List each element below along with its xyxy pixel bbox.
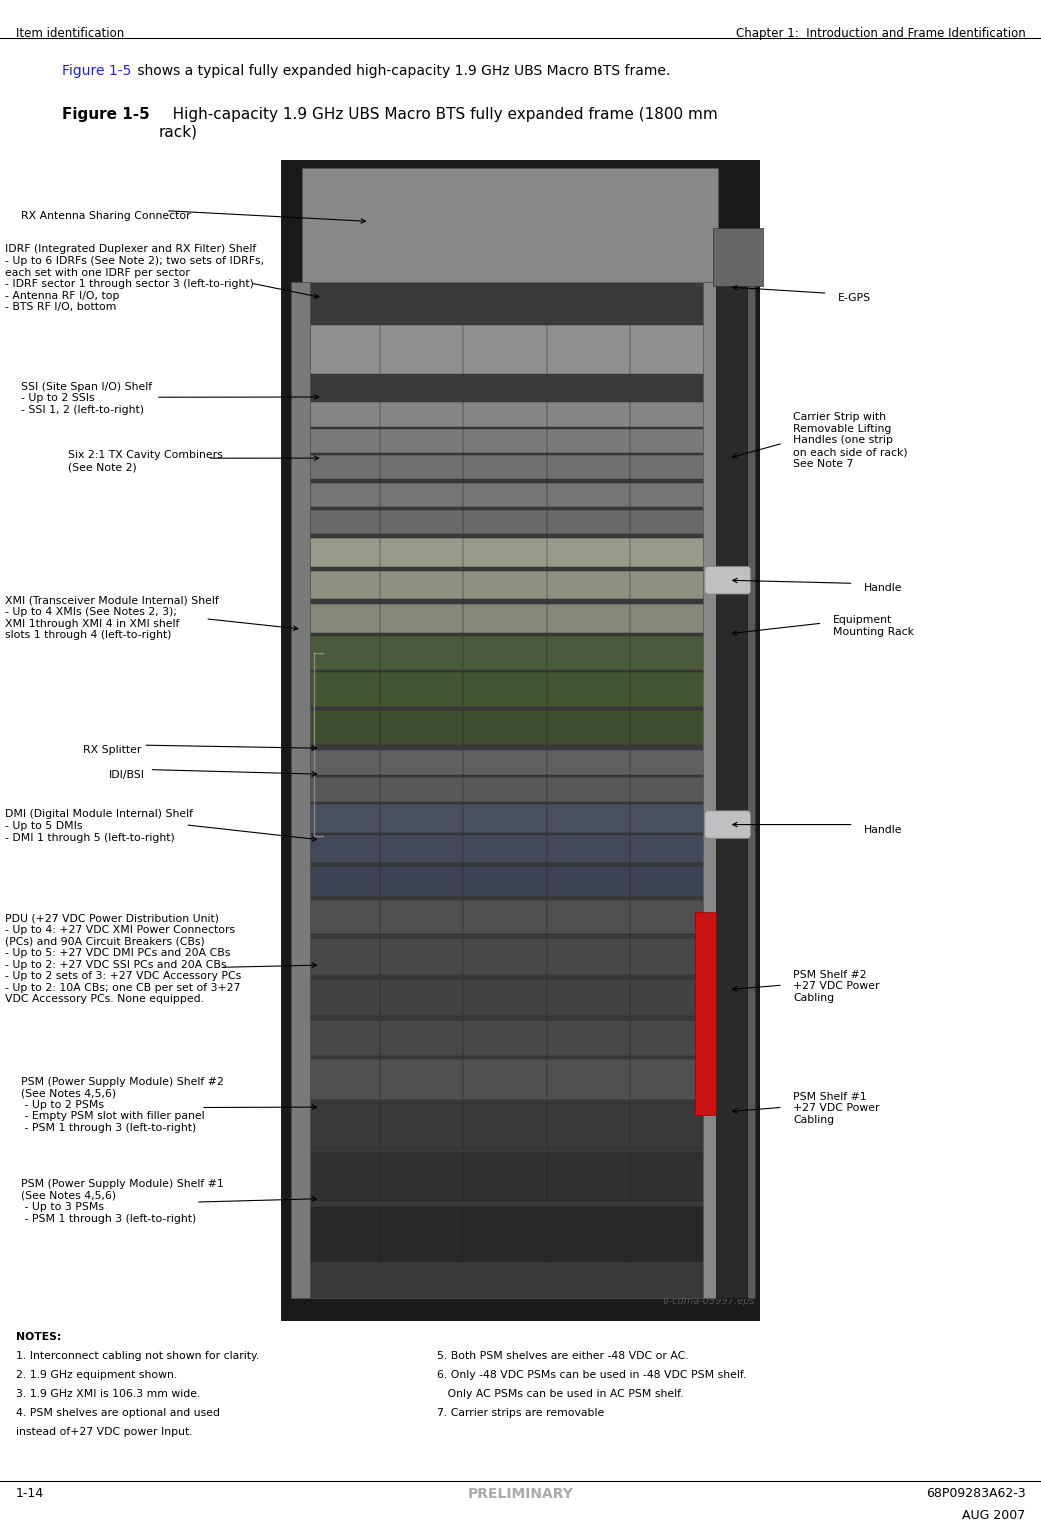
Text: 5. Both PSM shelves are either -48 VDC or AC.: 5. Both PSM shelves are either -48 VDC o… (437, 1350, 689, 1361)
Text: Handle: Handle (864, 825, 903, 835)
Text: PSM (Power Supply Module) Shelf #1
(See Notes 4,5,6)
 - Up to 3 PSMs
 - PSM 1 th: PSM (Power Supply Module) Shelf #1 (See … (21, 1179, 224, 1223)
Text: Equipment
Mounting Rack: Equipment Mounting Rack (833, 615, 914, 637)
Bar (713, 228, 763, 286)
Bar (281, 160, 760, 1321)
Bar (302, 168, 718, 282)
Bar (297, 866, 713, 896)
Text: IDRF (Integrated Duplexer and RX Filter) Shelf
- Up to 6 IDRFs (See Note 2); two: IDRF (Integrated Duplexer and RX Filter)… (5, 244, 264, 313)
Text: 4. PSM shelves are optional and used: 4. PSM shelves are optional and used (16, 1408, 220, 1419)
Text: XMI (Transceiver Module Internal) Shelf
- Up to 4 XMIs (See Notes 2, 3);
XMI 1th: XMI (Transceiver Module Internal) Shelf … (5, 596, 219, 640)
Text: 68P09283A62-3: 68P09283A62-3 (925, 1487, 1025, 1501)
Bar (291, 282, 718, 1298)
Bar (695, 912, 716, 1115)
Bar (297, 710, 713, 745)
Text: Six 2:1 TX Cavity Combiners
(See Note 2): Six 2:1 TX Cavity Combiners (See Note 2) (68, 450, 223, 472)
Bar (291, 282, 310, 1298)
Bar (297, 1153, 713, 1202)
Bar (297, 750, 713, 776)
Text: NOTES:: NOTES: (16, 1332, 61, 1342)
Bar (297, 1020, 713, 1057)
Text: Carrier Strip with
Removable Lifting
Handles (one strip
on each side of rack)
Se: Carrier Strip with Removable Lifting Han… (793, 412, 908, 469)
FancyBboxPatch shape (705, 811, 751, 838)
Bar (297, 1206, 713, 1263)
Text: Figure 1-5: Figure 1-5 (62, 64, 132, 78)
Text: E-GPS: E-GPS (838, 293, 871, 304)
Text: ti-cdma-05997.eps: ti-cdma-05997.eps (662, 1295, 755, 1306)
Bar (297, 939, 713, 976)
Text: 6. Only -48 VDC PSMs can be used in -48 VDC PSM shelf.: 6. Only -48 VDC PSMs can be used in -48 … (437, 1370, 746, 1380)
Bar (297, 325, 713, 374)
Text: PSM (Power Supply Module) Shelf #2
(See Notes 4,5,6)
 - Up to 2 PSMs
 - Empty PS: PSM (Power Supply Module) Shelf #2 (See … (21, 1077, 224, 1133)
Bar (297, 777, 713, 802)
Text: PRELIMINARY: PRELIMINARY (467, 1487, 574, 1501)
Text: 2. 1.9 GHz equipment shown.: 2. 1.9 GHz equipment shown. (16, 1370, 177, 1380)
Text: 1. Interconnect cabling not shown for clarity.: 1. Interconnect cabling not shown for cl… (16, 1350, 259, 1361)
Bar (297, 835, 713, 863)
Bar (297, 605, 713, 632)
Text: High-capacity 1.9 GHz UBS Macro BTS fully expanded frame (1800 mm
rack): High-capacity 1.9 GHz UBS Macro BTS full… (158, 107, 718, 139)
Text: shows a typical fully expanded high-capacity 1.9 GHz UBS Macro BTS frame.: shows a typical fully expanded high-capa… (133, 64, 670, 78)
Text: RX Splitter: RX Splitter (83, 745, 142, 756)
Bar (297, 1102, 713, 1148)
Bar (297, 455, 713, 479)
Text: PSM Shelf #1
+27 VDC Power
Cabling: PSM Shelf #1 +27 VDC Power Cabling (793, 1092, 880, 1125)
Bar (703, 282, 718, 1298)
Bar (297, 483, 713, 507)
Text: AUG 2007: AUG 2007 (962, 1509, 1025, 1522)
Bar (297, 429, 713, 454)
Text: RX Antenna Sharing Connector: RX Antenna Sharing Connector (21, 211, 191, 221)
Text: IDI/BSI: IDI/BSI (109, 770, 146, 780)
Bar (297, 979, 713, 1015)
Bar (297, 1060, 713, 1099)
Text: Chapter 1:  Introduction and Frame Identification: Chapter 1: Introduction and Frame Identi… (736, 27, 1025, 41)
Bar (297, 510, 713, 534)
Text: PDU (+27 VDC Power Distribution Unit)
- Up to 4: +27 VDC XMI Power Connectors
(P: PDU (+27 VDC Power Distribution Unit) - … (5, 913, 242, 1005)
Text: instead of+27 VDC power Input.: instead of+27 VDC power Input. (16, 1426, 193, 1437)
Text: 7. Carrier strips are removable: 7. Carrier strips are removable (437, 1408, 605, 1419)
Text: Handle: Handle (864, 583, 903, 594)
Text: DMI (Digital Module Internal) Shelf
- Up to 5 DMIs
- DMI 1 through 5 (left-to-ri: DMI (Digital Module Internal) Shelf - Up… (5, 809, 194, 843)
Bar (297, 899, 713, 935)
FancyBboxPatch shape (705, 567, 751, 594)
Bar (297, 571, 713, 599)
Text: PSM Shelf #2
+27 VDC Power
Cabling: PSM Shelf #2 +27 VDC Power Cabling (793, 970, 880, 1003)
Bar (297, 635, 713, 670)
Bar (716, 282, 747, 1298)
Bar (297, 539, 713, 567)
Text: 3. 1.9 GHz XMI is 106.3 mm wide.: 3. 1.9 GHz XMI is 106.3 mm wide. (16, 1390, 200, 1399)
Text: Only AC PSMs can be used in AC PSM shelf.: Only AC PSMs can be used in AC PSM shelf… (437, 1390, 684, 1399)
Bar (718, 282, 755, 1298)
Text: SSI (Site Span I/O) Shelf
- Up to 2 SSIs
- SSI 1, 2 (left-to-right): SSI (Site Span I/O) Shelf - Up to 2 SSIs… (21, 382, 152, 415)
Text: Item identification: Item identification (16, 27, 124, 41)
Bar (297, 402, 713, 426)
Text: 1-14: 1-14 (16, 1487, 44, 1501)
Text: Figure 1-5: Figure 1-5 (62, 107, 150, 122)
Bar (297, 805, 713, 832)
Bar (297, 672, 713, 707)
